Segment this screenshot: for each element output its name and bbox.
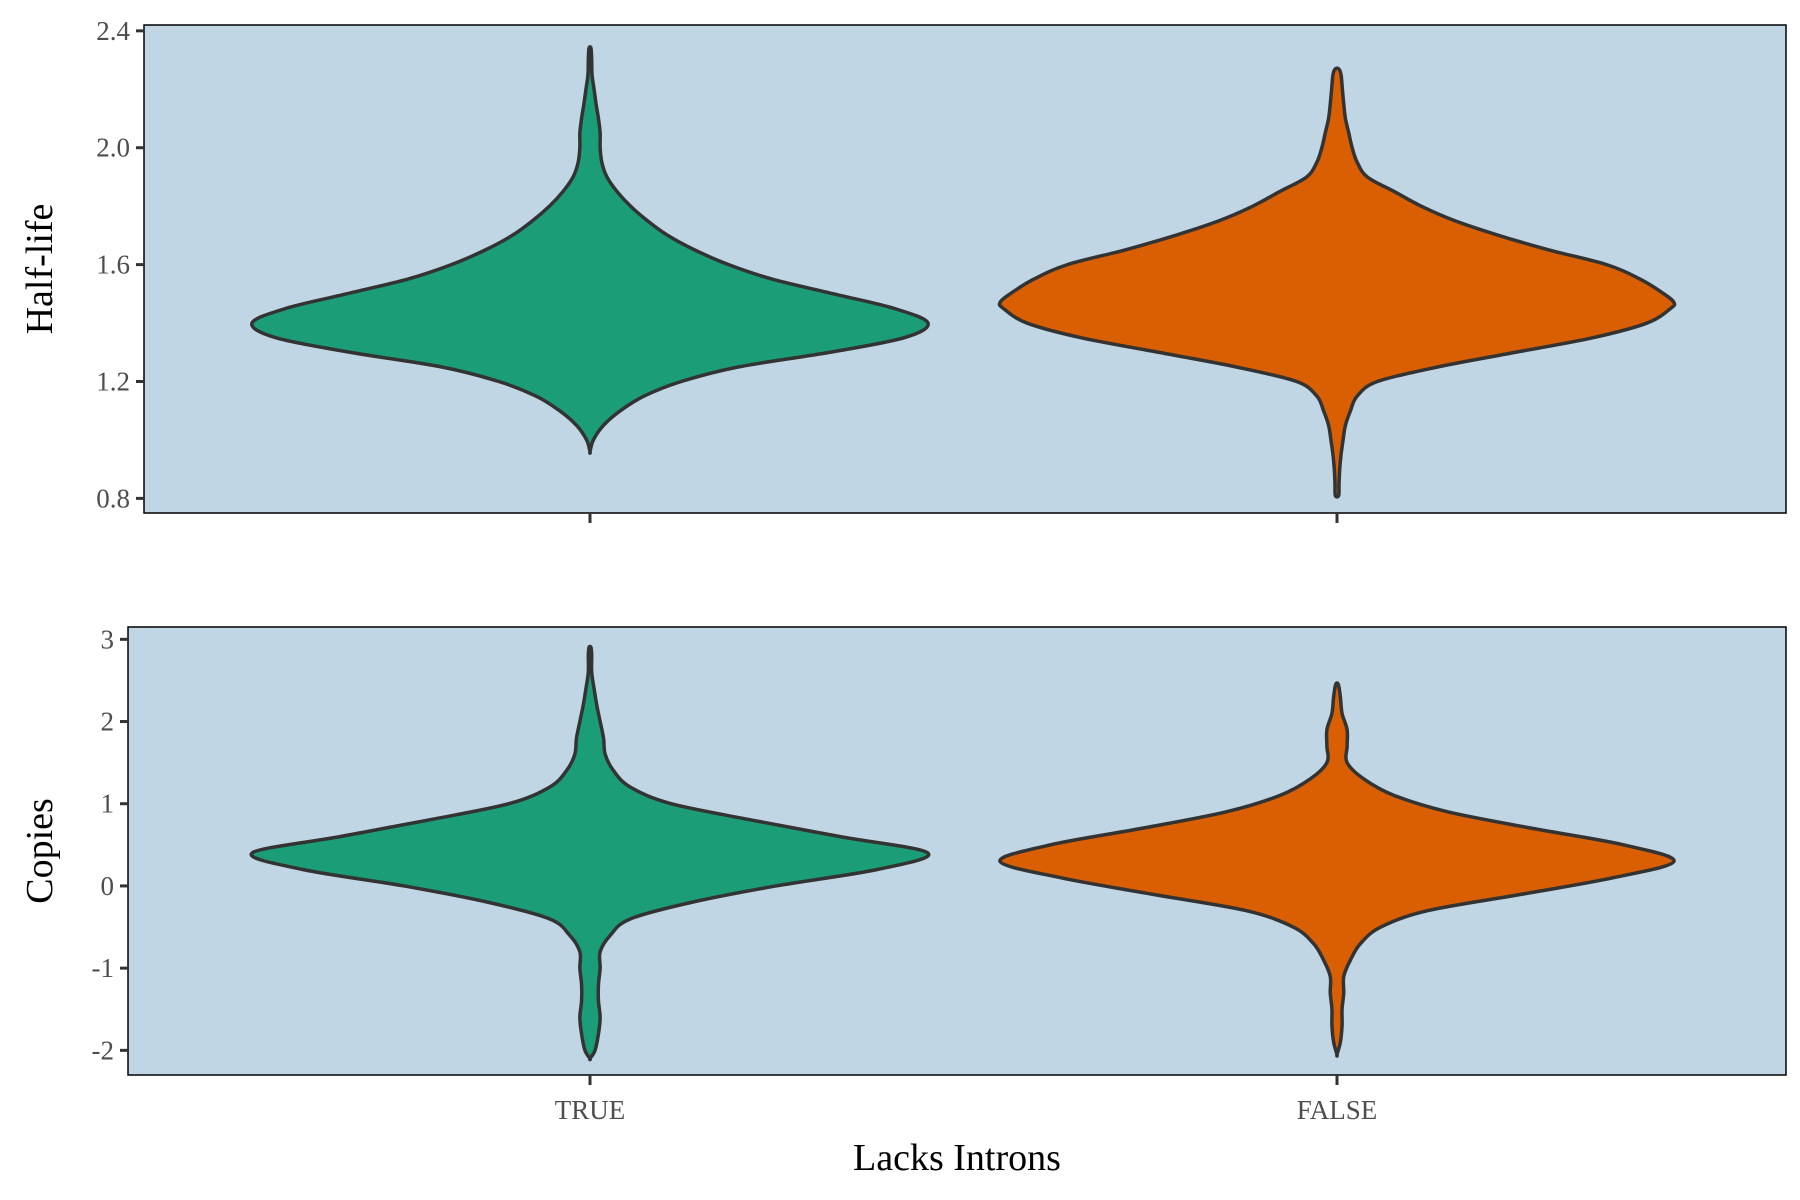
panel-copies: -2 -1 0 1 2 3 TRUE FALSE Copies	[19, 624, 1787, 1125]
x-tick-label: FALSE	[1297, 1095, 1378, 1125]
x-axis-title: Lacks Introns	[853, 1137, 1061, 1179]
y-tick-label: 2.0	[96, 133, 130, 163]
violin-true	[250, 45, 930, 455]
y-axis-title: Half-life	[19, 204, 61, 335]
panel-half-life: 0.8 1.2 1.6 2.0 2.4 Half-life	[19, 16, 1787, 523]
violins	[250, 45, 1677, 499]
violin-false	[997, 66, 1677, 499]
y-tick-label: 2.4	[96, 16, 130, 46]
y-axis-title: Copies	[19, 798, 61, 904]
x-axis: TRUE FALSE	[555, 1075, 1378, 1125]
y-tick-label: 1.6	[96, 250, 130, 280]
x-tick-label: TRUE	[555, 1095, 626, 1125]
y-tick-label: -2	[92, 1035, 115, 1065]
y-axis: -2 -1 0 1 2 3	[92, 624, 128, 1065]
y-tick-label: 1	[101, 789, 115, 819]
y-tick-label: 1.2	[96, 367, 130, 397]
y-tick-label: -1	[92, 953, 115, 983]
x-axis	[588, 513, 1339, 523]
violin-true	[249, 644, 931, 1062]
violins	[249, 644, 1676, 1062]
y-tick-label: 0	[101, 871, 115, 901]
y-axis: 0.8 1.2 1.6 2.0 2.4	[96, 16, 144, 513]
violin-false	[998, 681, 1676, 1058]
y-tick-label: 3	[101, 624, 115, 654]
y-tick-label: 2	[101, 707, 115, 737]
y-tick-label: 0.8	[96, 483, 130, 513]
